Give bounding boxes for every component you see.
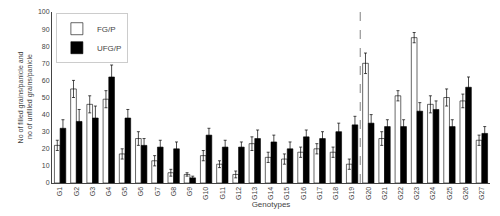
svg-text:20: 20	[42, 145, 50, 152]
svg-text:G24: G24	[429, 187, 436, 200]
svg-text:G21: G21	[381, 187, 388, 200]
svg-text:G11: G11	[219, 187, 226, 200]
svg-text:No of filled grains/panicle an: No of filled grains/panicle and no of un…	[17, 51, 34, 143]
svg-text:G14: G14	[267, 187, 274, 200]
svg-text:FG/P: FG/P	[97, 25, 116, 34]
svg-text:70: 70	[42, 60, 50, 67]
svg-text:G25: G25	[446, 187, 453, 200]
svg-text:G12: G12	[235, 187, 242, 200]
svg-text:G9: G9	[186, 187, 193, 196]
svg-text:G7: G7	[154, 187, 161, 196]
svg-text:G15: G15	[283, 187, 290, 200]
svg-text:50: 50	[42, 94, 50, 101]
svg-text:G16: G16	[300, 187, 307, 200]
svg-text:G6: G6	[137, 187, 144, 196]
svg-text:90: 90	[42, 26, 50, 33]
svg-text:G19: G19	[348, 187, 355, 200]
svg-text:G26: G26	[462, 187, 469, 200]
svg-text:60: 60	[42, 77, 50, 84]
svg-text:10: 10	[42, 162, 50, 169]
svg-text:Genotypes: Genotypes	[252, 200, 291, 209]
svg-text:G3: G3	[89, 187, 96, 196]
svg-text:G8: G8	[170, 187, 177, 196]
svg-text:40: 40	[42, 111, 50, 118]
svg-text:30: 30	[42, 128, 50, 135]
svg-text:G17: G17	[316, 187, 323, 200]
svg-text:80: 80	[42, 43, 50, 50]
svg-text:G2: G2	[73, 187, 80, 196]
svg-text:100: 100	[38, 8, 50, 15]
svg-text:G20: G20	[365, 187, 372, 200]
svg-text:G27: G27	[478, 187, 485, 200]
svg-text:G5: G5	[121, 187, 128, 196]
svg-text:G10: G10	[202, 187, 209, 200]
svg-text:G18: G18	[332, 187, 339, 200]
svg-text:G22: G22	[397, 187, 404, 200]
svg-text:0: 0	[46, 179, 50, 186]
svg-text:G23: G23	[413, 187, 420, 200]
svg-text:G4: G4	[105, 187, 112, 196]
svg-text:G13: G13	[251, 187, 258, 200]
svg-text:G1: G1	[56, 187, 63, 196]
svg-text:UFG/P: UFG/P	[97, 44, 121, 53]
